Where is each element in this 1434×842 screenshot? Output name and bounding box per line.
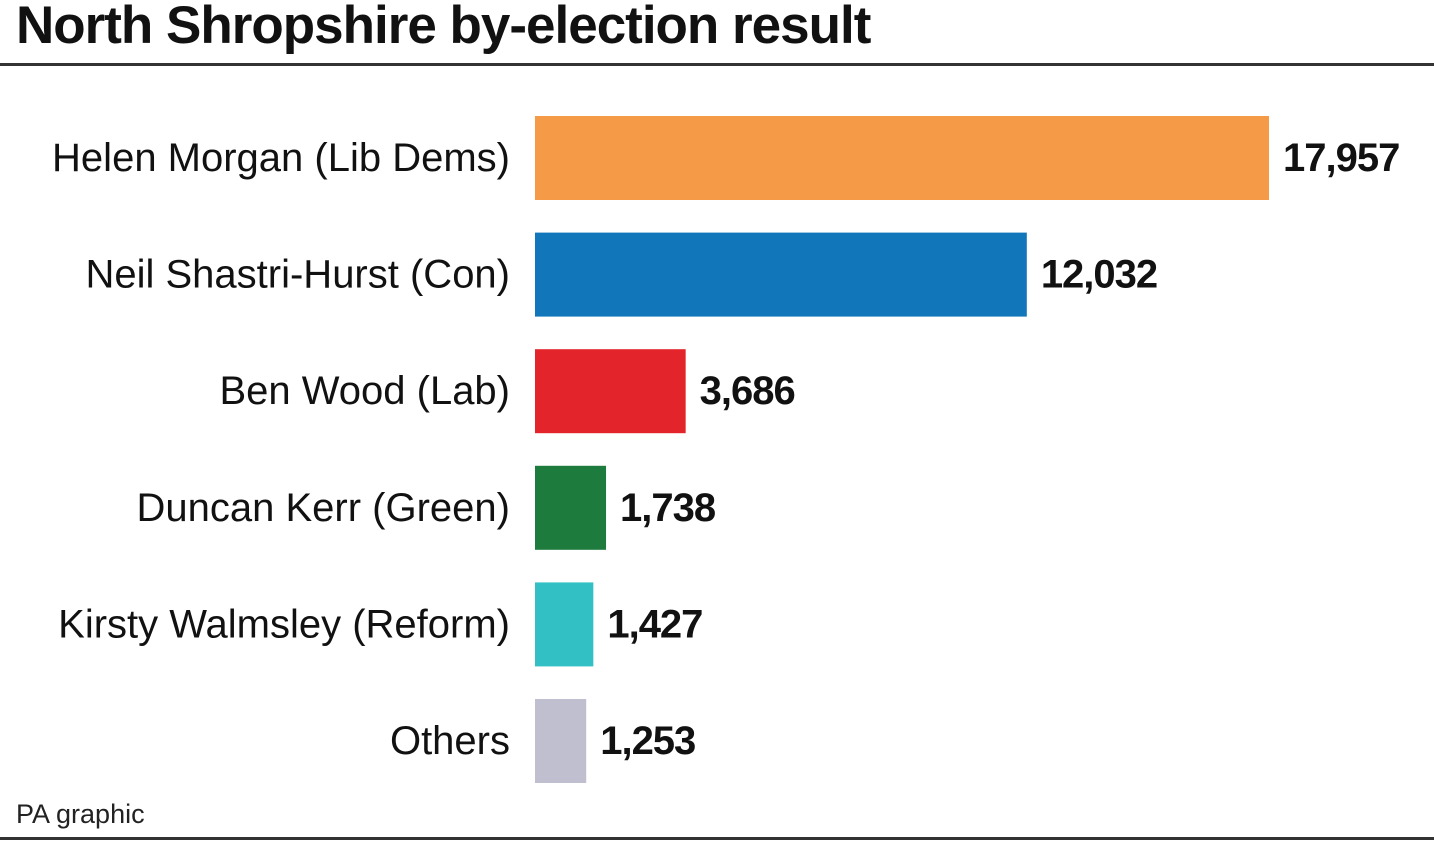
value-label: 17,957 [1283,136,1399,180]
value-label: 12,032 [1041,253,1157,297]
bar [535,232,1027,317]
bar [535,116,1269,200]
bar [535,582,594,667]
category-label: Duncan Kerr (Green) [137,486,510,530]
value-label: 1,427 [607,602,702,646]
bar-row: Helen Morgan (Lib Dems) 17,957 [52,116,1400,200]
top-divider [0,63,1434,66]
category-label: Helen Morgan (Lib Dems) [52,136,510,180]
bottom-divider [0,837,1434,840]
category-label: Neil Shastri-Hurst (Con) [85,253,510,297]
bar-row: Others 1,253 [390,699,696,783]
bar-row: Neil Shastri-Hurst (Con) 12,032 [85,232,1158,317]
bar-chart: Helen Morgan (Lib Dems) 17,957 Neil Shastr… [52,116,1400,783]
value-label: 1,253 [600,719,695,763]
source-credit: PA graphic [16,799,145,829]
bar [535,465,607,550]
bar-row: Ben Wood (Lab) 3,686 [219,349,796,434]
bar-row: Kirsty Walmsley (Reform) 1,427 [58,582,703,667]
category-label: Kirsty Walmsley (Reform) [58,602,510,646]
category-label: Others [390,719,510,763]
value-label: 1,738 [620,486,716,530]
bar [535,699,587,783]
value-label: 3,686 [700,369,795,413]
bar [535,349,686,434]
page-title: North Shropshire by-election result [16,0,871,55]
category-label: Ben Wood (Lab) [219,369,510,413]
bar-row: Duncan Kerr (Green) 1,738 [137,465,717,550]
